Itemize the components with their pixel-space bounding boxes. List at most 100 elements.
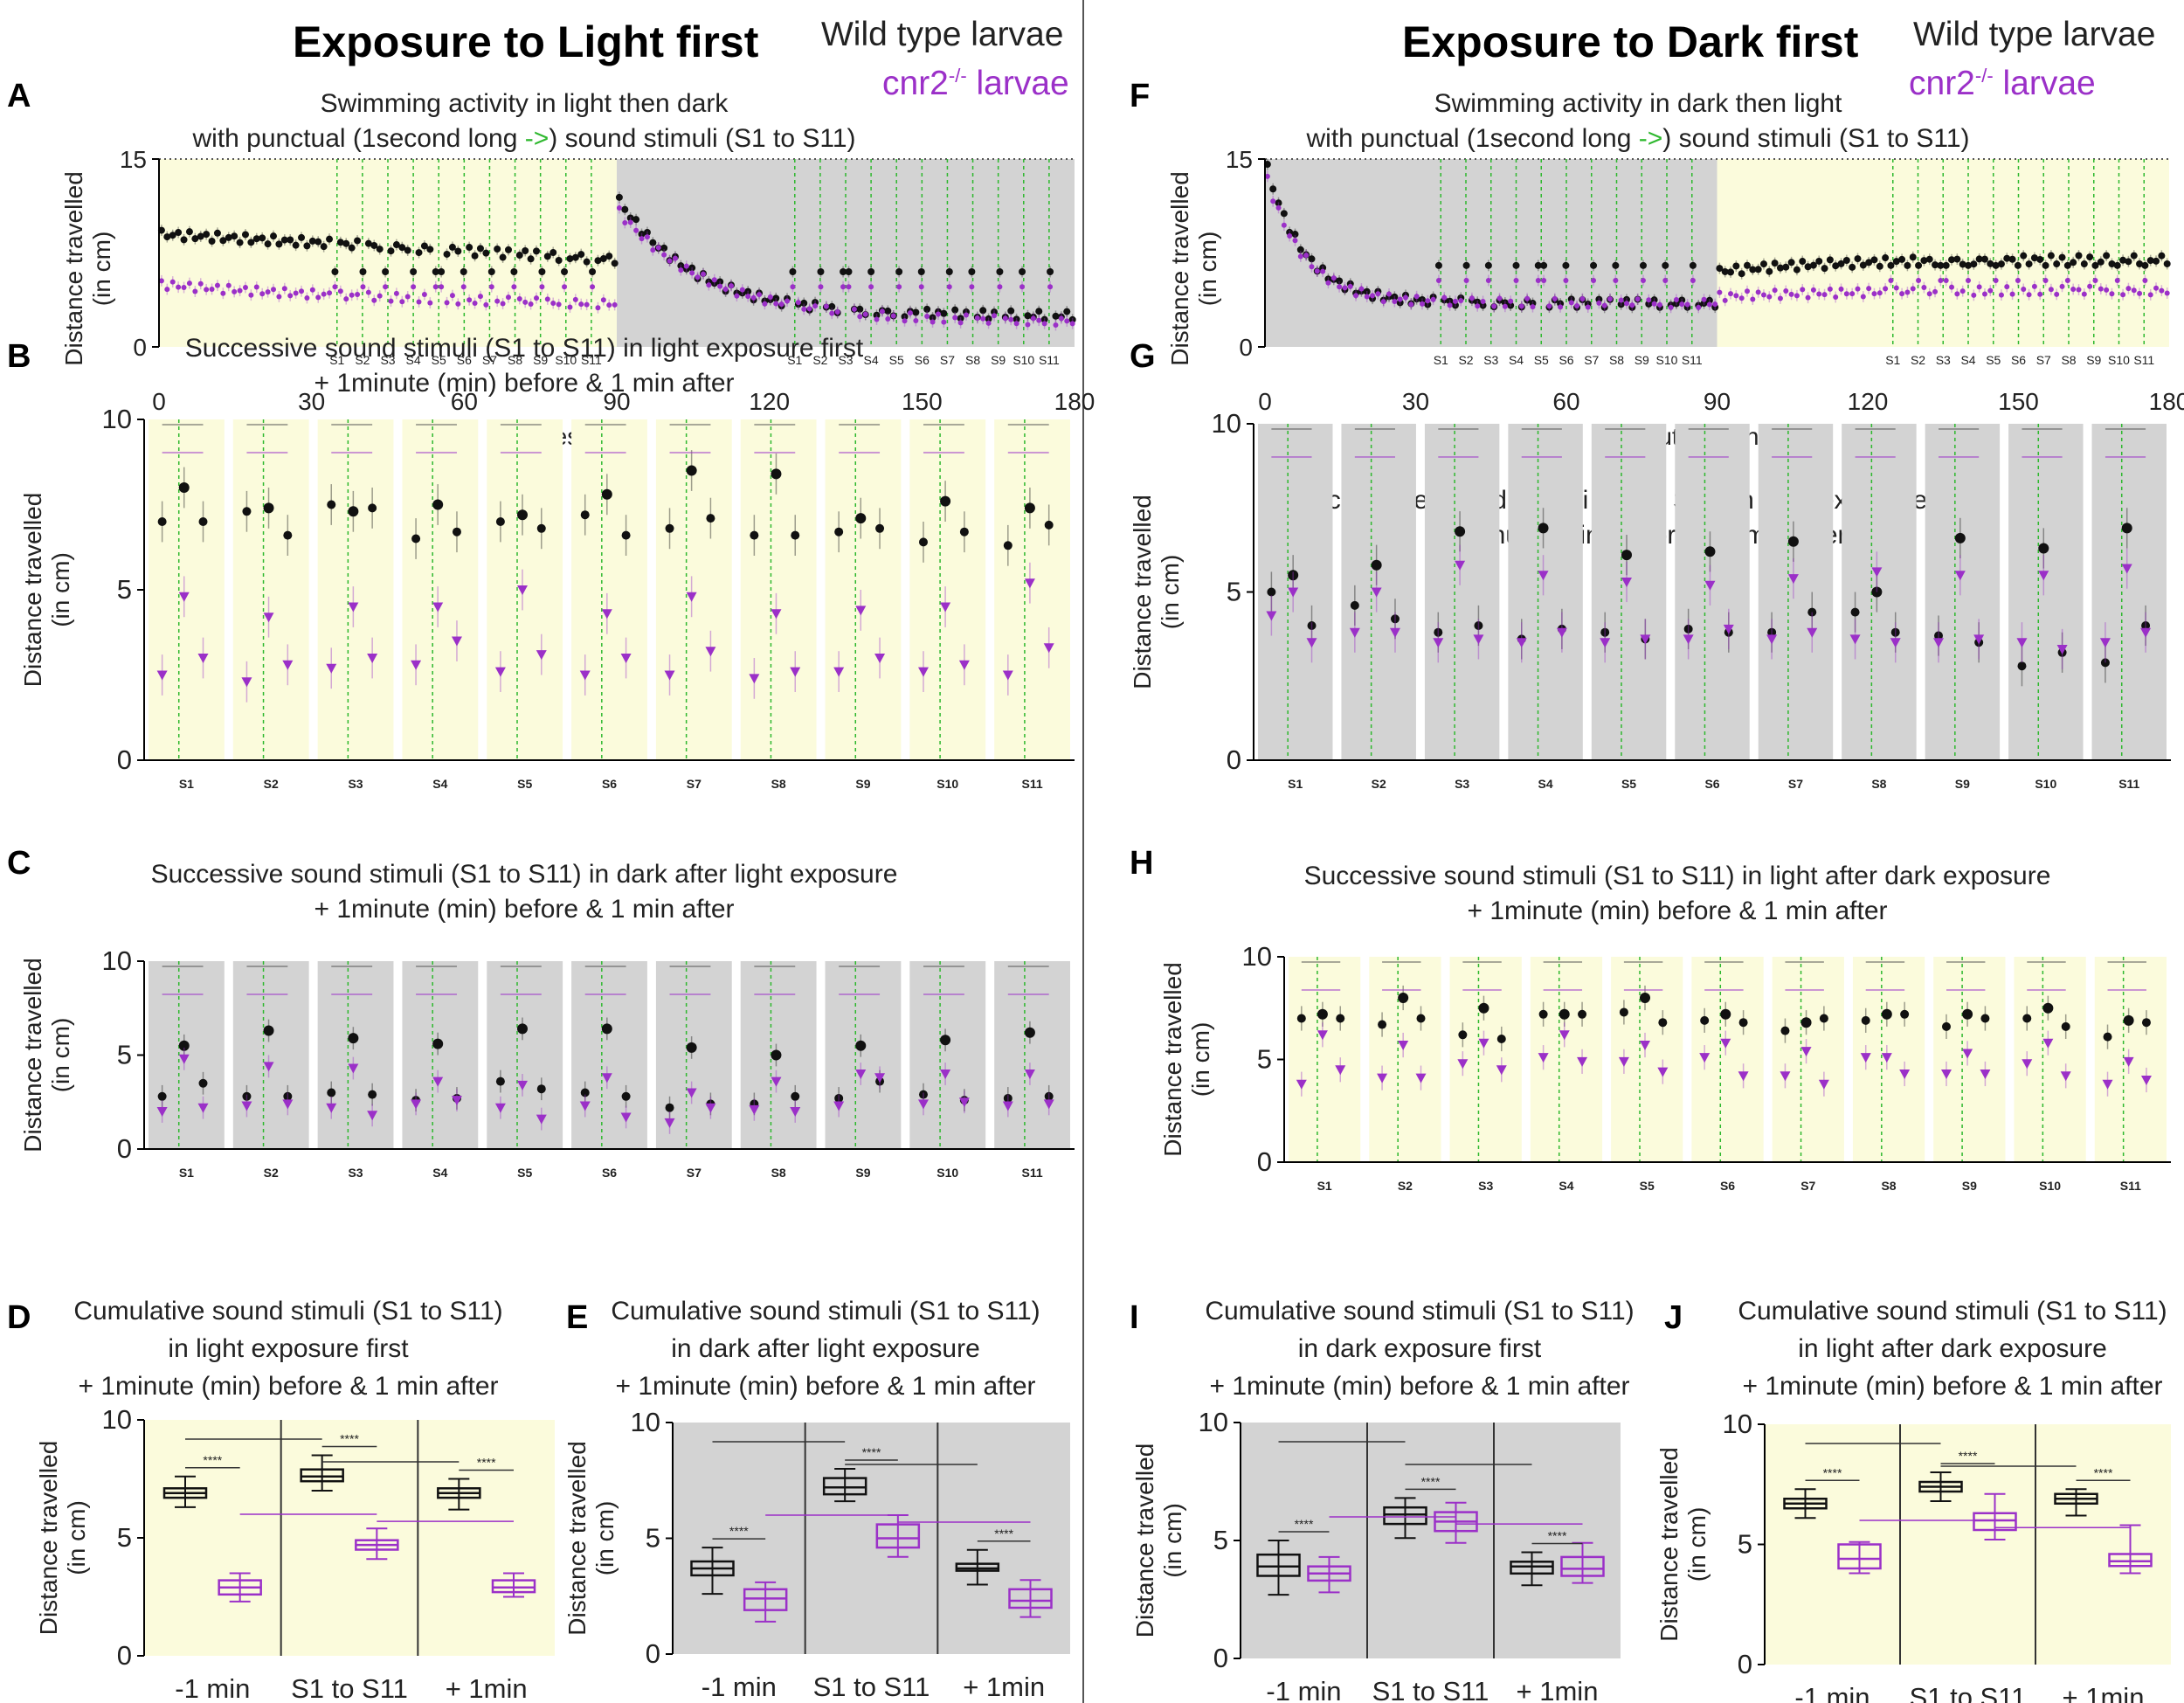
wt-point [1678, 296, 1686, 304]
wt-point [536, 1084, 546, 1094]
wt-point [236, 239, 244, 246]
category-label: S6 [602, 1166, 617, 1180]
cnr2-point [1833, 294, 1839, 301]
cnr2-point [2125, 286, 2132, 292]
category-label: S5 [517, 1166, 532, 1180]
wt-point [951, 306, 959, 314]
wt-point [918, 1090, 928, 1099]
wt-point [283, 530, 293, 540]
wt-point [621, 530, 631, 540]
cnr2-point [711, 277, 717, 283]
cnr2-point [411, 660, 422, 670]
y-tick-label: 10 [1242, 941, 1272, 972]
stimulus-label: S8 [2061, 353, 2076, 367]
wt-point [791, 530, 800, 540]
wt-point [259, 234, 266, 242]
cnr2-point [2123, 1056, 2134, 1067]
wt-point [538, 268, 546, 275]
cnr2-point [1043, 643, 1054, 654]
cnr2-point [1738, 1071, 1749, 1082]
wt-point [482, 249, 490, 257]
category-label: S4 [1559, 1179, 1573, 1193]
cnr2-point [225, 282, 232, 288]
group-background [232, 961, 309, 1149]
group-background [317, 961, 394, 1149]
cnr2-point [1766, 294, 1773, 300]
cnr2-point [1679, 301, 1685, 308]
cnr2-point [840, 284, 847, 290]
category-label: S7 [1800, 1179, 1815, 1193]
group-background [1424, 424, 1500, 760]
wt-point [1003, 1093, 1013, 1103]
wt-point [1800, 1017, 1812, 1028]
cnr2-point [439, 284, 445, 290]
cnr2-point [1069, 321, 1075, 327]
significance-stars: **** [1421, 1474, 1441, 1488]
category-label: S6 [1720, 1179, 1735, 1193]
wt-point [2146, 257, 2154, 265]
wt-point [2119, 256, 2127, 264]
wt-point [203, 231, 211, 239]
cnr2-point [1397, 296, 1403, 302]
cnr2-point [1788, 291, 1794, 297]
wt-point [1645, 300, 1653, 308]
wt-point [2080, 260, 2088, 268]
cnr2-point [1292, 238, 1298, 244]
cnr2-box [2108, 1553, 2153, 1568]
cnr2-point [620, 1112, 632, 1123]
y-axis-label2-A: (in cm) [88, 232, 115, 307]
chart-title-J-2: + 1minute (min) before & 1 min after [1742, 1372, 2162, 1401]
cnr2-point [601, 609, 612, 620]
wt-point [178, 1040, 190, 1051]
y-axis-label-F: Distance travelled [1166, 171, 1193, 366]
cnr2-point [1926, 291, 1932, 297]
wt-point [959, 527, 969, 537]
group-background [655, 961, 732, 1149]
cnr2-point [969, 284, 975, 290]
cnr2-point [612, 301, 618, 308]
cnr2-point [930, 319, 936, 325]
category-label: S8 [1871, 777, 1886, 791]
group-background [1691, 957, 1764, 1162]
wt-point [1446, 297, 1454, 305]
wt-point [2130, 252, 2138, 260]
panel-D: Cumulative sound stimuli (S1 to S11) in l… [35, 1297, 555, 1703]
y-tick-label: 5 [1738, 1529, 1752, 1560]
cnr2-point [567, 304, 573, 310]
y-tick-label: 10 [102, 945, 132, 976]
cnr2-point [1288, 587, 1299, 598]
wt-point [2108, 260, 2116, 268]
wt-point [1307, 621, 1317, 630]
wt-point [834, 527, 844, 537]
wt-point [867, 268, 875, 275]
plot-background [144, 1420, 555, 1656]
cnr2-point [874, 1073, 886, 1083]
wt-point [1776, 264, 1784, 272]
cnr2-point [1904, 289, 1911, 295]
wt-point [320, 243, 328, 251]
stimulus-label: S9 [991, 353, 1006, 367]
cnr2-point [655, 245, 661, 251]
panel-label-F: F [1130, 78, 1150, 114]
cnr2-point [1981, 291, 1987, 297]
cnr2-point [2042, 1038, 2054, 1049]
cnr2-point [790, 667, 801, 677]
stimulus-label: S8 [1609, 353, 1624, 367]
cnr2-point [1827, 286, 1833, 292]
wt-point [336, 239, 344, 246]
wt-point [303, 242, 311, 250]
cnr2-point [1601, 302, 1607, 308]
chart-title-H: Successive sound stimuli (S1 to S11) in … [1304, 862, 2051, 890]
cnr2-point [1496, 1065, 1507, 1076]
category-label: + 1min [2063, 1682, 2145, 1703]
cnr2-point [1452, 298, 1458, 304]
cnr2-point [1899, 1069, 1911, 1079]
y-axis-label-J: Distance travelled [1655, 1447, 1683, 1642]
wt-point [411, 534, 421, 543]
cnr2-point [2064, 278, 2070, 284]
cnr2-point [1552, 295, 1558, 301]
wt-box [300, 1468, 344, 1483]
y-axis-label-I: Distance travelled [1131, 1443, 1158, 1638]
cnr2-point [907, 310, 913, 316]
cnr2-point [1976, 284, 1982, 290]
